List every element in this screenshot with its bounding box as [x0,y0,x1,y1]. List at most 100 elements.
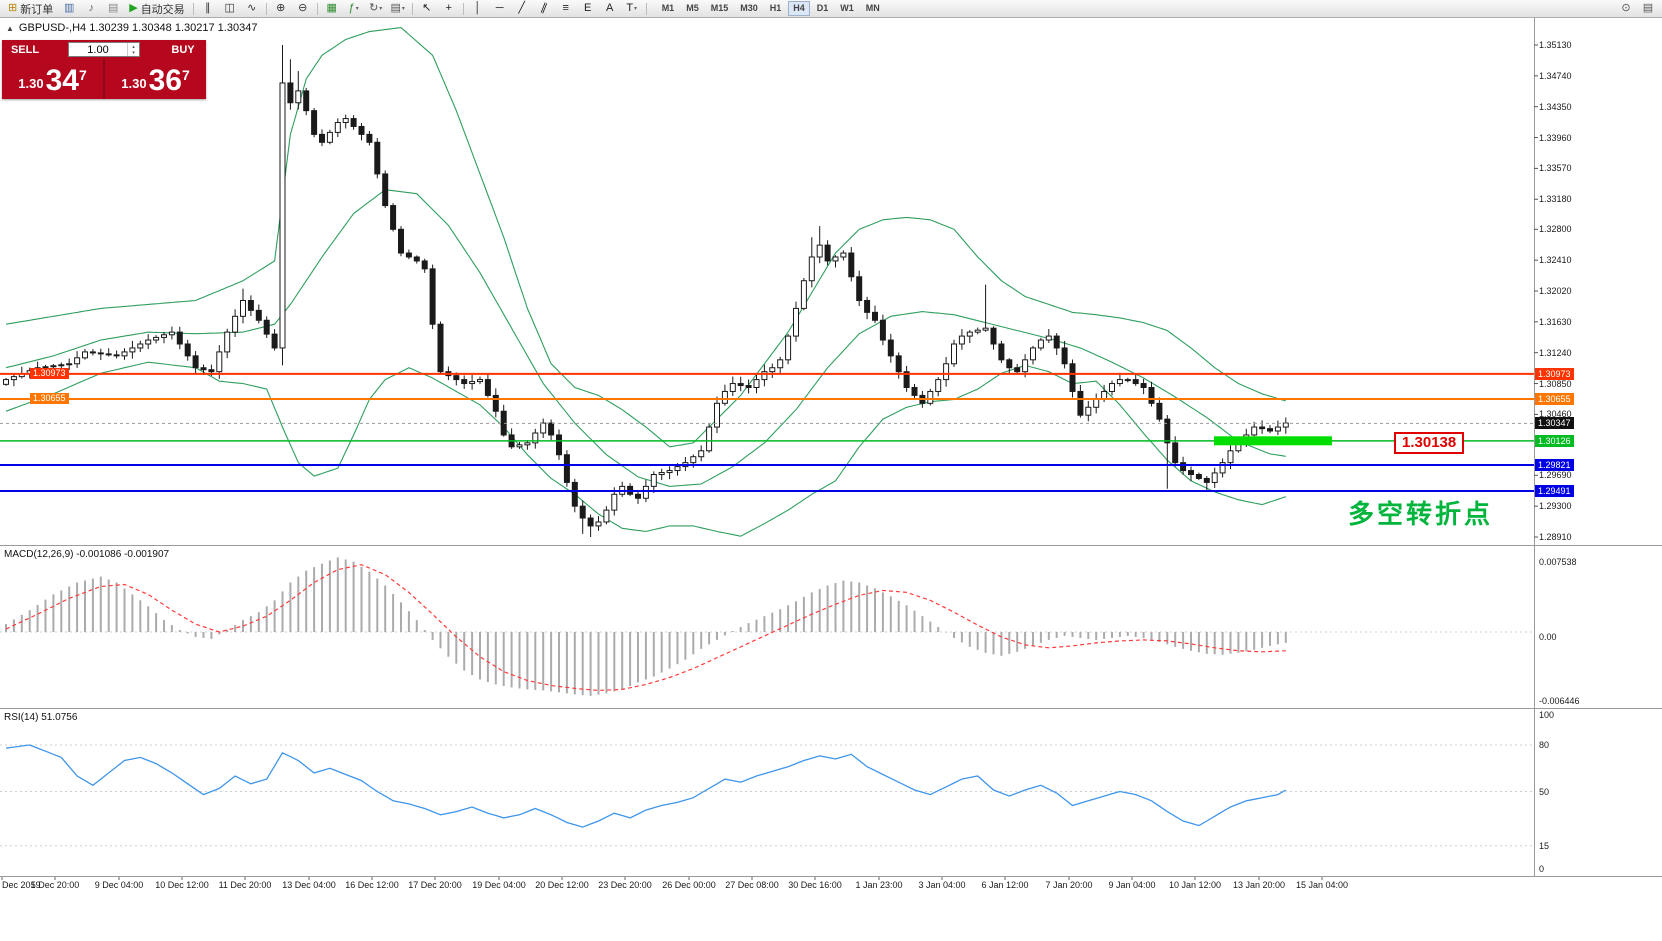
arrows-icon-dropdown[interactable]: ▾ [634,6,638,12]
toolbar-right-group: ⊙ ▤ [1615,1,1659,17]
collapse-marker-icon[interactable]: ▲ [6,23,14,33]
macd-axis-label: 0.007538 [1539,557,1577,568]
time-axis-label[interactable]: 20 Dec 12:00 [535,880,589,890]
volume-box: ▴ ▾ [48,42,160,57]
time-axis-label[interactable]: 3 Jan 04:00 [918,880,966,890]
timeframe-h1[interactable]: H1 [769,3,782,13]
volume-spinner: ▴ ▾ [127,43,139,56]
time-axis-label[interactable]: Dec 2019 [2,880,41,890]
toolbar-separator [192,2,194,15]
time-axis-label[interactable]: 5 Dec 20:00 [30,880,80,890]
price-line-tag: 1.29821 [1535,458,1574,471]
trade-panel-divider [103,59,105,99]
zoom-out-icon[interactable]: ⊖ [292,1,314,17]
time-axis-label[interactable]: 7 Jan 20:00 [1045,880,1093,890]
buy-button[interactable]: BUY [171,43,195,56]
price-axis-label: 1.34740 [1539,70,1572,81]
auto-trading-button-label: 自动交易 [140,3,185,16]
templates-icon-dropdown[interactable]: ▾ [401,6,405,12]
time-axis-label[interactable]: 30 Dec 16:00 [788,880,842,890]
ohlc-bars-icon-glyph: ∥ [204,2,211,14]
sell-price-button[interactable]: 1.30 34 7 [2,59,103,99]
timeframe-m1[interactable]: M1 [661,3,675,13]
price-annotation-tag[interactable]: 1.30138 [1394,432,1465,454]
timeframe-m5[interactable]: M5 [686,3,699,13]
cursor-icon[interactable]: ↖ [416,1,438,17]
sell-price-figure: 1.30 [18,76,44,91]
fibonacci-icon[interactable]: ≡ [555,1,577,17]
line-chart-icon[interactable]: ∿ [241,1,263,17]
sell-button[interactable]: SELL [10,43,40,56]
timeframe-w1[interactable]: W1 [840,3,854,13]
time-axis-label[interactable]: 19 Dec 04:00 [472,880,526,890]
zoom-in-icon-glyph: ⊕ [276,2,286,14]
timeframe-mn[interactable]: MN [865,3,880,13]
ohlc-bars-icon[interactable]: ∥ [197,1,219,17]
time-axis-label[interactable]: 9 Dec 04:00 [94,880,144,890]
search-icon[interactable]: ⊙ [1615,1,1637,17]
mailbox-icon[interactable]: ▤ [102,1,124,17]
main-toolbar: ⊞ 新订单 ▥ ♪ ▤ ▶ 自动交易 ∥ ◫ ∿ ⊕ ⊖ ▦ ƒ ▾ ↻ ▾ ▤ ▾ ↖ + │ ─ ╱ ∥ ≡ E A T ▾ M1 M5… [0,0,1662,18]
price-axis-label: 1.31630 [1539,316,1572,327]
price-axis-label: 1.33570 [1539,163,1572,174]
channel-icon-glyph: ∥ [539,1,549,15]
time-axis-label[interactable]: 23 Dec 20:00 [598,880,652,890]
time-axis-label[interactable]: 26 Dec 00:00 [662,880,716,890]
zoom-in-icon[interactable]: ⊕ [270,1,292,17]
arrows-icon-glyph: T [626,2,634,14]
time-axis-label[interactable]: 13 Jan 20:00 [1232,880,1286,890]
time-axis-label[interactable]: 13 Dec 04:00 [282,880,336,890]
tile-windows-icon[interactable]: ▦ [321,1,343,17]
time-axis-label[interactable]: 6 Jan 12:00 [981,880,1029,890]
alerts-icon[interactable]: ♪ [80,1,102,17]
volume-input[interactable] [69,43,127,56]
time-axis-label[interactable]: 10 Jan 12:00 [1168,880,1222,890]
toolbar-separator [411,2,413,15]
time-axis-label[interactable]: 11 Dec 20:00 [218,880,272,890]
trendline-icon-glyph: ╱ [518,2,525,14]
time-axis-label[interactable]: 9 Jan 04:00 [1108,880,1156,890]
arrows-icon[interactable]: T ▾ [621,1,643,17]
window-list-icon[interactable]: ▤ [1637,1,1659,17]
indicators-icon-dropdown[interactable]: ▾ [355,6,359,12]
channel-icon[interactable]: ∥ [533,1,555,17]
buy-price-button[interactable]: 1.30 36 7 [105,59,206,99]
new-order-button[interactable]: ⊞ 新订单 [3,1,58,17]
vertical-line-icon[interactable]: │ [467,1,489,17]
indicators-icon[interactable]: ƒ ▾ [343,1,365,17]
crosshair-icon[interactable]: + [438,1,460,17]
time-axis-label[interactable]: 15 Jan 04:00 [1295,880,1349,890]
periods-icon[interactable]: ↻ ▾ [365,1,387,17]
price-axis-label: 1.32410 [1539,255,1572,266]
trade-panel-top-row: SELL ▴ ▾ BUY [2,40,206,59]
mailbox-icon-glyph: ▤ [108,2,119,14]
templates-icon[interactable]: ▤ ▾ [387,1,409,17]
macd-axis-label: 0.00 [1539,632,1557,642]
trendline-icon[interactable]: ╱ [511,1,533,17]
periods-icon-dropdown[interactable]: ▾ [379,6,383,12]
rsi-axis-label: 80 [1539,740,1550,750]
horizontal-line-icon[interactable]: ─ [489,1,511,17]
volume-up-icon[interactable]: ▴ [132,43,135,50]
time-axis-label[interactable]: 17 Dec 20:00 [408,880,462,890]
timeframe-m30[interactable]: M30 [740,3,758,13]
elliott-wave-icon[interactable]: E [577,1,599,17]
rsi-axis-label: 50 [1539,786,1550,797]
alerts-icon-glyph: ♪ [88,2,94,14]
timeframe-h4[interactable]: H4 [788,1,810,16]
auto-trading-glyph: ▶ [129,2,138,14]
candlestick-icon[interactable]: ◫ [219,1,241,17]
time-axis-label[interactable]: 16 Dec 12:00 [345,880,399,890]
text-icon[interactable]: A [599,1,621,17]
chart-window-icon[interactable]: ▥ [58,1,80,17]
time-axis-label[interactable]: 10 Dec 12:00 [155,880,209,890]
time-axis-label[interactable]: 1 Jan 23:00 [855,880,903,890]
volume-down-icon[interactable]: ▾ [132,49,135,56]
timeframe-m15[interactable]: M15 [710,3,729,13]
bb_mid-band [5,189,1286,487]
time-axis-label[interactable]: 27 Dec 08:00 [725,880,779,890]
auto-trading-button[interactable]: ▶ 自动交易 [124,1,189,17]
volume-field: ▴ ▾ [68,42,140,57]
timeframe-d1[interactable]: D1 [816,3,829,13]
